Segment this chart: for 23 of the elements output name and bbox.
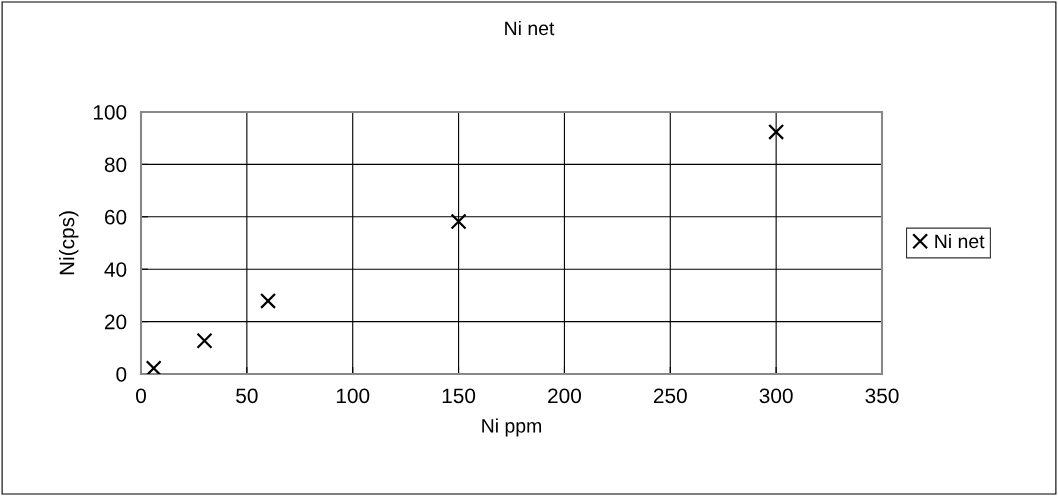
point — [145, 360, 162, 374]
x-tick-label: 50 — [236, 388, 258, 404]
y-tick-label: 20 — [104, 314, 127, 330]
x-tick-label: 350 — [865, 388, 899, 404]
x-axis-title: Ni ppm — [482, 418, 542, 437]
y-tick-label: 100 — [93, 105, 127, 120]
y-tick-label: 80 — [104, 157, 127, 173]
x-tick-label: 200 — [548, 388, 581, 404]
point — [768, 123, 785, 140]
chart-title: Ni net — [505, 20, 555, 36]
x-tick-label: 150 — [442, 388, 476, 404]
y-axis-title: Ni(cps) — [59, 211, 79, 275]
legend-label: Ni net — [935, 233, 985, 249]
y-tick-label: 0 — [116, 367, 127, 382]
x-tick-label: 0 — [136, 388, 146, 404]
y-tick-label: 40 — [104, 262, 127, 277]
y-tick-label: 60 — [105, 209, 127, 225]
point — [259, 292, 277, 309]
x-tick-label: 300 — [759, 388, 793, 404]
x-tick-label: 100 — [336, 388, 370, 404]
x-tick-label: 250 — [653, 388, 687, 404]
point — [196, 332, 213, 349]
point — [450, 213, 467, 230]
